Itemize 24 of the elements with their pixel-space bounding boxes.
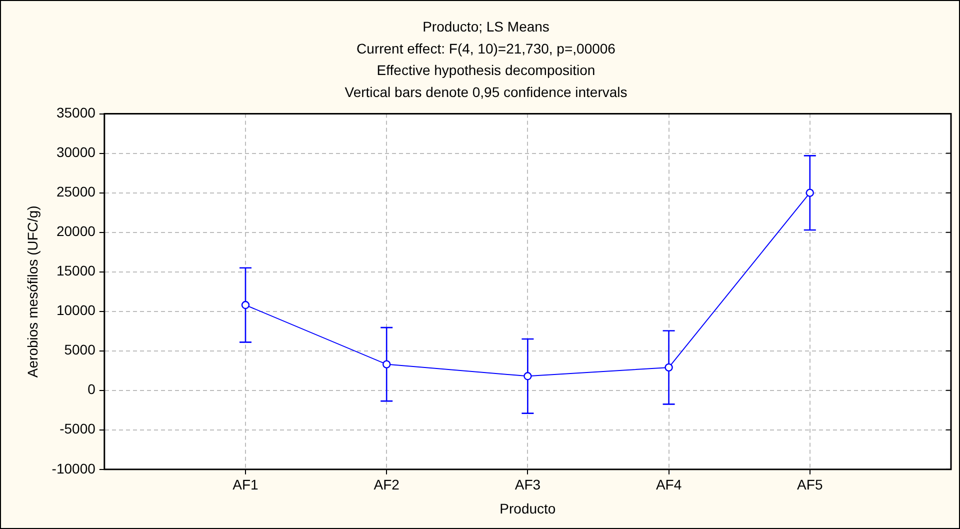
chart-title: Producto; LS Means [422,18,550,35]
point [382,360,391,368]
y-tick-label: 15000 [56,262,96,279]
point [664,363,673,372]
chart-subtitle: Current effect: F(4, 10)=21,730, p=,00006 Effective hypothesis decomposition Vertical bars denote 0,95 confidence intervals [344,40,628,100]
x-tick-label: AF4 [656,476,682,493]
x-tick-label: AF2 [374,476,400,493]
point [806,188,814,197]
y-tick-label: 25000 [56,184,96,200]
x-tick-label: AF5 [797,476,823,493]
y-tick-label: -10000 [52,460,96,476]
point [241,300,250,310]
y-axis-title: Aerobios mesófilos (UFC/g) [24,206,40,378]
y-tick-label: -5000 [60,420,96,437]
y-tick-label: 35000 [56,104,96,121]
point [524,372,532,380]
y-tick-label: 5000 [64,342,96,358]
x-axis-title: Producto [500,500,556,516]
y-tick-label: 20000 [56,223,96,240]
y-tick-label: 10000 [56,302,96,318]
y-tick-label: 0 [88,381,96,398]
x-tick-label: AF3 [514,476,541,493]
x-tick-label: AF1 [232,476,259,493]
y-tick-label: 30000 [56,144,96,160]
